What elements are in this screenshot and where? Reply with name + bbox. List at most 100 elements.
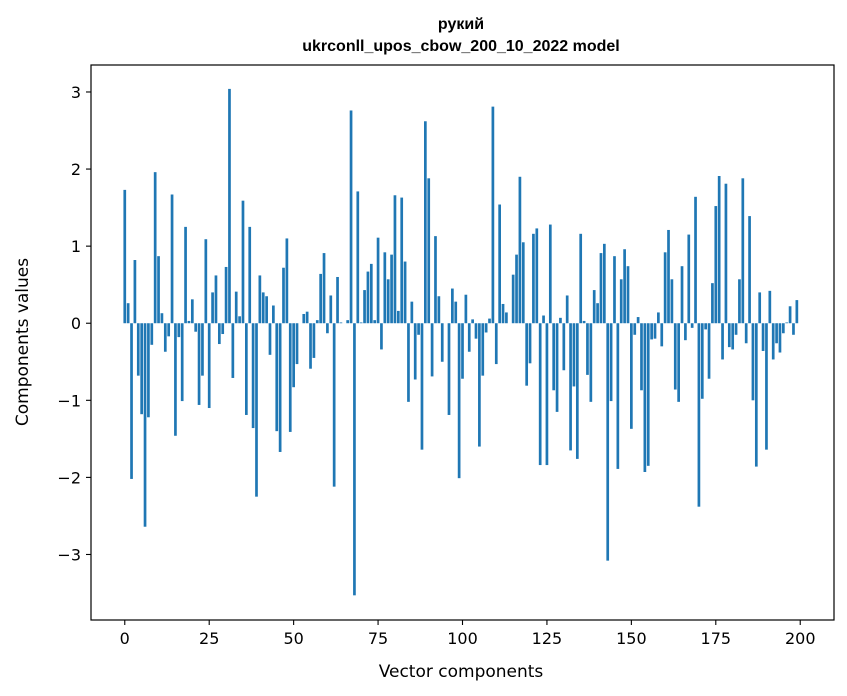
bar [136, 323, 140, 376]
y-tick-label: −3 [57, 545, 81, 564]
bar [133, 260, 137, 324]
bar [657, 312, 660, 324]
bar [217, 323, 221, 345]
bar [187, 320, 191, 324]
bar [609, 323, 613, 402]
bar [717, 176, 721, 324]
bar [521, 242, 525, 324]
bar [731, 323, 735, 350]
bar [231, 323, 235, 378]
bar [339, 322, 343, 324]
bar [160, 313, 164, 324]
bar [241, 200, 245, 324]
bar [761, 323, 765, 351]
bar [461, 323, 464, 379]
bar [704, 323, 708, 330]
bar [396, 310, 400, 324]
bar [221, 323, 225, 335]
bar [569, 323, 572, 451]
bar [792, 323, 795, 335]
bar [727, 323, 731, 348]
chart-title-line2: ukrconll_upos_cbow_200_10_2022 model [302, 38, 619, 55]
bar [613, 256, 616, 324]
bar [663, 252, 667, 324]
x-tick-label: 200 [785, 629, 816, 648]
bar [369, 263, 373, 324]
bar [623, 249, 626, 324]
bar [282, 267, 285, 324]
bar [484, 323, 488, 333]
bar [602, 243, 606, 324]
bar [356, 191, 360, 324]
bar [157, 256, 160, 324]
bar [427, 178, 431, 324]
bar [184, 226, 187, 324]
bar [393, 195, 397, 324]
chart-title-line1: рукий [438, 16, 484, 33]
bar [400, 197, 404, 324]
bar [245, 323, 248, 415]
bar [471, 319, 474, 324]
x-tick-label: 75 [368, 629, 388, 648]
bar [788, 306, 792, 324]
bar [467, 323, 471, 352]
bar [190, 299, 194, 324]
bar [380, 323, 383, 350]
bars-group [123, 88, 799, 596]
bar [586, 323, 589, 375]
bar [538, 323, 542, 466]
bar [494, 323, 498, 365]
bar [491, 106, 495, 324]
bar [575, 323, 579, 459]
bar [440, 323, 444, 362]
x-tick-label: 175 [701, 629, 732, 648]
bar [295, 323, 299, 365]
bar [430, 323, 434, 377]
bar [781, 323, 785, 334]
bar [403, 261, 407, 324]
x-tick-label: 125 [532, 629, 563, 648]
y-axis: −3 −2 −1 0 1 2 3 [57, 83, 91, 564]
bar [373, 320, 377, 324]
bar [711, 283, 714, 324]
bar [633, 323, 637, 335]
bar [616, 323, 620, 469]
bar [643, 323, 647, 472]
bar [457, 323, 461, 479]
bar [123, 189, 127, 324]
bar [204, 239, 208, 324]
bar [555, 323, 559, 412]
bar [278, 323, 282, 452]
bar [359, 322, 363, 324]
bar [630, 323, 633, 429]
bar [143, 323, 147, 527]
bar [434, 236, 437, 324]
bar [224, 266, 228, 324]
bar [326, 323, 329, 334]
bar [309, 323, 312, 369]
bar [346, 320, 350, 324]
bar [565, 295, 569, 324]
bar [407, 323, 410, 402]
bar [167, 323, 171, 337]
bar [201, 323, 204, 376]
bar [505, 312, 508, 324]
bar [474, 323, 478, 339]
bar [619, 279, 623, 324]
bar [741, 178, 745, 324]
bar [258, 275, 262, 324]
bar [315, 320, 319, 324]
y-tick-label: 1 [71, 237, 81, 256]
bar [532, 233, 535, 324]
bar [285, 238, 289, 324]
bar [410, 301, 414, 324]
bar [268, 323, 272, 355]
bar [734, 323, 738, 335]
bar [211, 292, 214, 324]
bar [545, 323, 549, 466]
bar [738, 279, 741, 324]
bar [559, 317, 562, 324]
bar [562, 323, 566, 371]
bar [775, 323, 778, 344]
